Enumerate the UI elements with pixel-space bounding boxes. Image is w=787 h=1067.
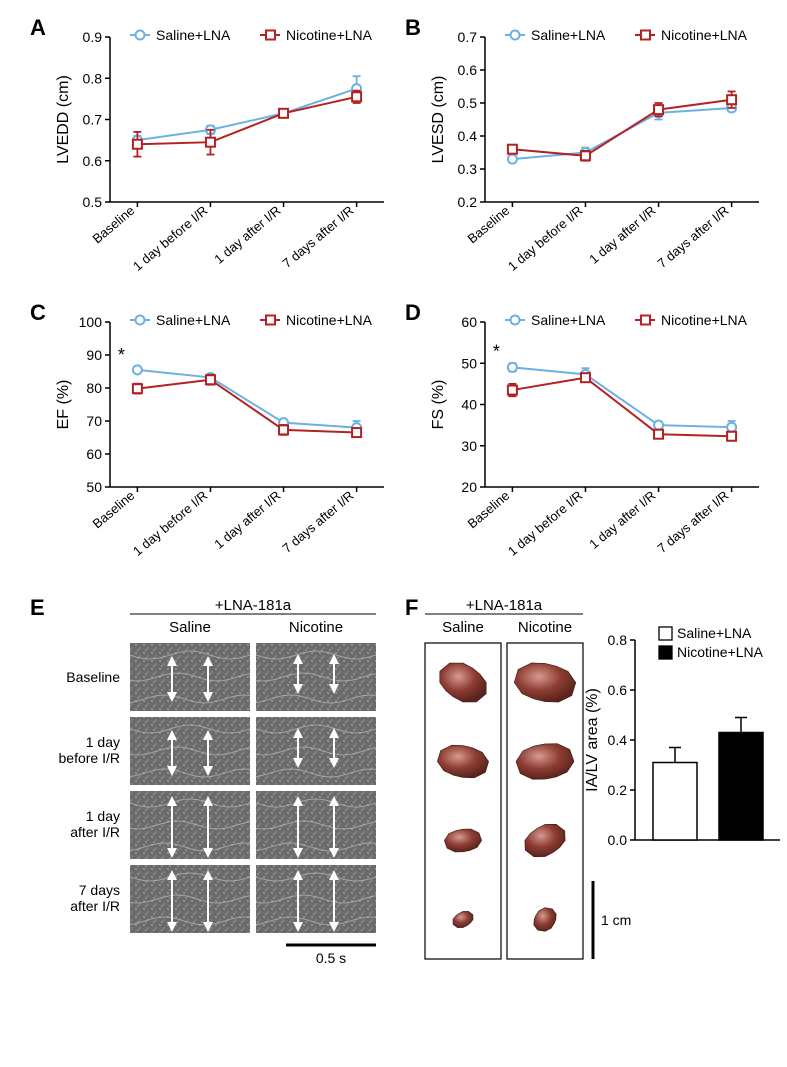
svg-text:60: 60 bbox=[461, 314, 477, 330]
svg-text:0.6: 0.6 bbox=[458, 62, 478, 78]
svg-text:80: 80 bbox=[86, 380, 102, 396]
panel-d-chart: 2030405060FS (%)Baseline1 day before I/R… bbox=[429, 304, 769, 579]
svg-text:Nicotine+LNA: Nicotine+LNA bbox=[286, 312, 373, 328]
svg-text:1 day after I/R: 1 day after I/R bbox=[211, 488, 283, 552]
svg-text:90: 90 bbox=[86, 347, 102, 363]
svg-text:1 cm: 1 cm bbox=[601, 912, 631, 928]
svg-text:0.2: 0.2 bbox=[608, 782, 628, 798]
svg-text:LVEDD (cm): LVEDD (cm) bbox=[55, 75, 72, 164]
svg-text:FS (%): FS (%) bbox=[430, 380, 447, 430]
svg-text:1 day after I/R: 1 day after I/R bbox=[211, 203, 283, 267]
svg-text:EF (%): EF (%) bbox=[55, 380, 72, 430]
svg-text:7 days after I/R: 7 days after I/R bbox=[279, 488, 356, 556]
svg-text:50: 50 bbox=[86, 479, 102, 495]
panel-a-label: A bbox=[30, 15, 46, 41]
panel-a: A 0.50.60.70.80.9LVEDD (cm)Baseline1 day… bbox=[30, 15, 390, 295]
svg-text:50: 50 bbox=[461, 355, 477, 371]
panel-b-label: B bbox=[405, 15, 421, 41]
panel-d-label: D bbox=[405, 300, 421, 326]
svg-text:1 day after I/R: 1 day after I/R bbox=[586, 203, 658, 267]
panel-f: F +LNA-181a Saline Nicotine 1 cm 0.0 0.2 0.4 0.… bbox=[405, 595, 785, 1055]
svg-text:IA/LV area (%): IA/LV area (%) bbox=[584, 688, 601, 792]
svg-text:0.6: 0.6 bbox=[608, 682, 628, 698]
panel-e: E +LNA-181aSalineNicotineBaseline1 daybe… bbox=[30, 595, 410, 1055]
svg-text:1 day after I/R: 1 day after I/R bbox=[586, 488, 658, 552]
svg-text:*: * bbox=[493, 341, 500, 361]
svg-text:1 day before I/R: 1 day before I/R bbox=[505, 203, 586, 274]
svg-text:0.0: 0.0 bbox=[608, 832, 628, 848]
svg-text:1 day before I/R: 1 day before I/R bbox=[130, 203, 211, 274]
svg-text:Nicotine+LNA: Nicotine+LNA bbox=[661, 27, 748, 43]
svg-text:1 day before I/R: 1 day before I/R bbox=[130, 488, 211, 559]
svg-text:Nicotine+LNA: Nicotine+LNA bbox=[661, 312, 748, 328]
svg-text:30: 30 bbox=[461, 438, 477, 454]
svg-text:Saline+LNA: Saline+LNA bbox=[531, 312, 606, 328]
svg-text:0.5: 0.5 bbox=[458, 95, 478, 111]
svg-text:0.6: 0.6 bbox=[83, 153, 103, 169]
svg-text:Nicotine+LNA: Nicotine+LNA bbox=[677, 644, 764, 660]
svg-text:0.5: 0.5 bbox=[83, 194, 103, 210]
svg-text:0.5 s: 0.5 s bbox=[316, 950, 346, 966]
svg-text:0.3: 0.3 bbox=[458, 161, 478, 177]
panel-b: B 0.20.30.40.50.60.7LVESD (cm)Baseline1 … bbox=[405, 15, 765, 295]
svg-text:Saline: Saline bbox=[442, 619, 484, 636]
svg-text:*: * bbox=[118, 345, 125, 365]
svg-text:7 days after I/R: 7 days after I/R bbox=[654, 203, 731, 271]
svg-text:Saline: Saline bbox=[169, 619, 211, 636]
svg-text:0.4: 0.4 bbox=[458, 128, 478, 144]
svg-text:Saline+LNA: Saline+LNA bbox=[677, 625, 752, 641]
panel-f-label: F bbox=[405, 595, 418, 621]
svg-text:Nicotine+LNA: Nicotine+LNA bbox=[286, 27, 373, 43]
panel-d: D 2030405060FS (%)Baseline1 day before I… bbox=[405, 300, 765, 580]
panel-c-label: C bbox=[30, 300, 46, 326]
svg-text:7 days after I/R: 7 days after I/R bbox=[279, 203, 356, 271]
svg-text:before I/R: before I/R bbox=[59, 750, 120, 766]
svg-text:7 days after I/R: 7 days after I/R bbox=[654, 488, 731, 556]
svg-text:20: 20 bbox=[461, 479, 477, 495]
svg-text:0.7: 0.7 bbox=[83, 112, 103, 128]
svg-text:LVESD (cm): LVESD (cm) bbox=[430, 76, 447, 164]
svg-text:100: 100 bbox=[79, 314, 103, 330]
svg-text:0.2: 0.2 bbox=[458, 194, 478, 210]
svg-text:1 day: 1 day bbox=[86, 808, 120, 824]
svg-text:Nicotine: Nicotine bbox=[518, 619, 572, 636]
panel-e-label: E bbox=[30, 595, 45, 621]
panel-a-chart: 0.50.60.70.80.9LVEDD (cm)Baseline1 day b… bbox=[54, 19, 394, 294]
svg-text:0.4: 0.4 bbox=[608, 732, 628, 748]
svg-text:60: 60 bbox=[86, 446, 102, 462]
svg-text:1 day: 1 day bbox=[86, 734, 120, 750]
svg-text:0.9: 0.9 bbox=[83, 29, 103, 45]
svg-text:+LNA-181a: +LNA-181a bbox=[215, 597, 292, 614]
svg-text:Baseline: Baseline bbox=[66, 669, 120, 685]
svg-text:40: 40 bbox=[461, 397, 477, 413]
svg-text:0.8: 0.8 bbox=[83, 70, 103, 86]
svg-text:+LNA-181a: +LNA-181a bbox=[466, 597, 543, 614]
panel-c-chart: 5060708090100EF (%)Baseline1 day before … bbox=[54, 304, 394, 579]
svg-text:after I/R: after I/R bbox=[70, 898, 120, 914]
svg-text:Saline+LNA: Saline+LNA bbox=[531, 27, 606, 43]
panel-b-chart: 0.20.30.40.50.60.7LVESD (cm)Baseline1 da… bbox=[429, 19, 769, 294]
panel-c: C 5060708090100EF (%)Baseline1 day befor… bbox=[30, 300, 390, 580]
svg-text:7 days: 7 days bbox=[79, 882, 120, 898]
svg-text:Saline+LNA: Saline+LNA bbox=[156, 27, 231, 43]
svg-text:1 day before I/R: 1 day before I/R bbox=[505, 488, 586, 559]
svg-text:70: 70 bbox=[86, 413, 102, 429]
svg-text:Saline+LNA: Saline+LNA bbox=[156, 312, 231, 328]
svg-text:Nicotine: Nicotine bbox=[289, 619, 343, 636]
svg-text:0.7: 0.7 bbox=[458, 29, 478, 45]
svg-text:after I/R: after I/R bbox=[70, 824, 120, 840]
svg-text:0.8: 0.8 bbox=[608, 632, 628, 648]
